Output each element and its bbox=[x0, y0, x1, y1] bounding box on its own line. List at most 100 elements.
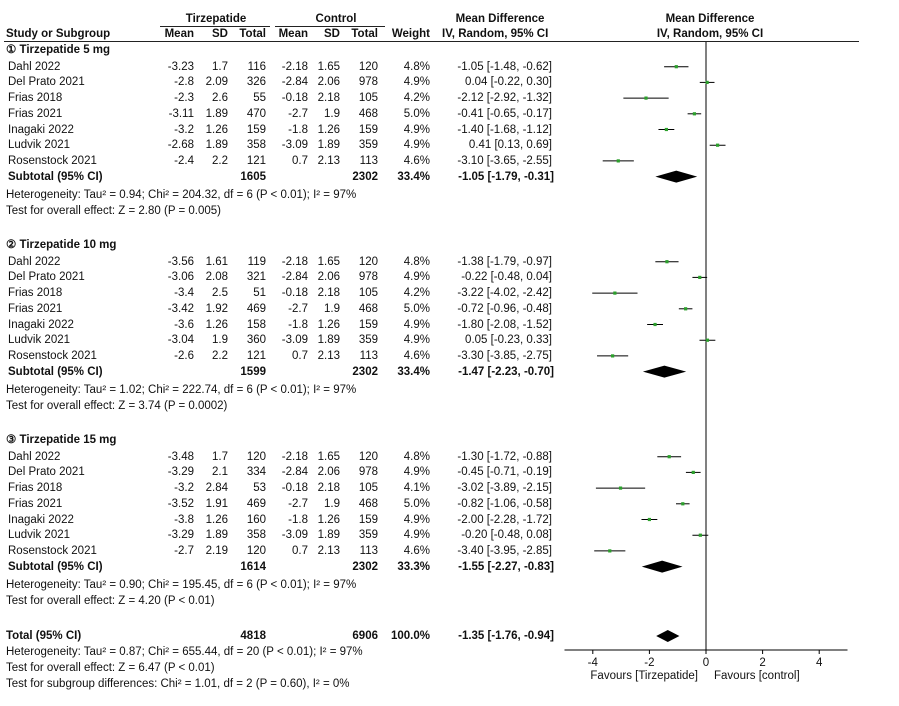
study-point bbox=[705, 80, 709, 84]
subtotal-ci: -1.55 [-2.27, -0.83] bbox=[458, 560, 554, 573]
sd1-cell: 2.19 bbox=[205, 544, 228, 557]
ci-cell: -1.40 [-1.68, -1.12] bbox=[457, 123, 552, 136]
ci-cell: -1.05 [-1.48, -0.62] bbox=[457, 60, 552, 73]
total2-cell: 120 bbox=[358, 450, 378, 463]
study-name: Dahl 2022 bbox=[8, 255, 61, 268]
sd2-cell: 1.9 bbox=[324, 107, 340, 120]
study-name: Rosenstock 2021 bbox=[8, 544, 97, 557]
x-tick-label: 4 bbox=[816, 657, 823, 669]
mean2-cell: -3.09 bbox=[281, 529, 308, 542]
sd2-cell: 1.89 bbox=[317, 529, 340, 542]
total2-cell: 105 bbox=[358, 482, 378, 495]
ci-cell: -3.22 [-4.02, -2.42] bbox=[457, 287, 552, 300]
mean2-cell: -2.7 bbox=[288, 107, 308, 120]
ci-cell: -1.38 [-1.79, -0.97] bbox=[457, 255, 552, 268]
sd1-cell: 2.84 bbox=[205, 482, 228, 495]
x-tick-label: -2 bbox=[644, 657, 654, 669]
weight-cell: 4.2% bbox=[403, 287, 430, 300]
total2-cell: 978 bbox=[358, 466, 378, 479]
total2-cell: 978 bbox=[358, 76, 378, 89]
col-sd2: SD bbox=[324, 28, 340, 40]
heterogeneity-text: Heterogeneity: Tau² = 0.90; Chi² = 195.4… bbox=[6, 578, 357, 591]
study-name: Ludvik 2021 bbox=[8, 529, 71, 542]
mean2-cell: -2.18 bbox=[281, 450, 308, 463]
total2-cell: 113 bbox=[359, 544, 378, 557]
total2-cell: 978 bbox=[358, 271, 378, 284]
subtotal-diamond bbox=[642, 365, 687, 378]
sd1-cell: 1.89 bbox=[205, 529, 228, 542]
sd1-cell: 1.26 bbox=[205, 123, 228, 136]
total2-cell: 359 bbox=[358, 334, 378, 347]
study-point bbox=[613, 291, 617, 295]
mean1-cell: -2.4 bbox=[174, 154, 194, 167]
total2-cell: 159 bbox=[358, 318, 378, 331]
subtotal-label: Subtotal (95% CI) bbox=[8, 170, 103, 183]
weight-cell: 4.1% bbox=[403, 482, 430, 495]
total2-cell: 105 bbox=[358, 92, 378, 105]
total-diamond bbox=[656, 630, 680, 642]
weight-cell: 4.8% bbox=[403, 255, 430, 268]
mean1-cell: -3.23 bbox=[167, 60, 194, 73]
study-name: Dahl 2022 bbox=[8, 450, 61, 463]
sd1-cell: 1.91 bbox=[205, 497, 228, 510]
mean2-cell: -2.84 bbox=[281, 76, 308, 89]
mean1-cell: -2.6 bbox=[174, 349, 194, 362]
study-name: Frias 2018 bbox=[8, 287, 63, 300]
ci-cell: -3.40 [-3.95, -2.85] bbox=[457, 544, 552, 557]
total1-cell: 321 bbox=[246, 271, 266, 284]
mean2-cell: -2.84 bbox=[281, 466, 308, 479]
study-point bbox=[698, 275, 702, 279]
total1-cell: 326 bbox=[246, 76, 266, 89]
sd2-cell: 1.9 bbox=[324, 497, 340, 510]
weight-cell: 4.9% bbox=[403, 139, 430, 152]
total-n2: 6906 bbox=[352, 630, 378, 642]
header-rule bbox=[4, 41, 859, 42]
subtotal-n1: 1614 bbox=[240, 560, 266, 573]
sd1-cell: 2.1 bbox=[212, 466, 228, 479]
subtotal-diamond bbox=[655, 170, 698, 183]
mean1-cell: -3.2 bbox=[174, 482, 194, 495]
study-name: Del Prato 2021 bbox=[8, 466, 85, 479]
heterogeneity-text: Heterogeneity: Tau² = 1.02; Chi² = 222.7… bbox=[6, 383, 357, 396]
total-heterogeneity: Heterogeneity: Tau² = 0.87; Chi² = 655.4… bbox=[6, 646, 363, 658]
ci-cell: -0.22 [-0.48, 0.04] bbox=[461, 271, 552, 284]
weight-cell: 4.8% bbox=[403, 60, 430, 73]
total2-cell: 120 bbox=[358, 255, 378, 268]
sd1-cell: 2.5 bbox=[212, 287, 228, 300]
total2-cell: 120 bbox=[358, 60, 378, 73]
sd2-cell: 1.65 bbox=[317, 255, 340, 268]
study-name: Del Prato 2021 bbox=[8, 271, 85, 284]
mean1-cell: -3.56 bbox=[167, 255, 194, 268]
ci-cell: 0.05 [-0.23, 0.33] bbox=[465, 334, 552, 347]
favours-left-label: Favours [Tirzepatide] bbox=[590, 670, 698, 682]
col-sd1: SD bbox=[212, 28, 228, 40]
study-name: Rosenstock 2021 bbox=[8, 349, 97, 362]
mean1-cell: -3.06 bbox=[167, 271, 194, 284]
mean2-cell: -0.18 bbox=[281, 482, 308, 495]
study-name: Ludvik 2021 bbox=[8, 334, 71, 347]
study-point bbox=[618, 486, 623, 490]
col-total1: Total bbox=[239, 28, 266, 40]
weight-cell: 4.9% bbox=[403, 271, 430, 284]
total1-cell: 469 bbox=[246, 497, 266, 510]
sd1-cell: 2.08 bbox=[205, 271, 228, 284]
sd2-cell: 2.13 bbox=[317, 349, 340, 362]
total-weight: 100.0% bbox=[390, 630, 430, 642]
col-ci: IV, Random, 95% CI bbox=[442, 28, 549, 40]
subtotal-n1: 1599 bbox=[240, 365, 266, 378]
weight-cell: 4.6% bbox=[403, 154, 430, 167]
mean2-cell: -3.09 bbox=[281, 139, 308, 152]
study-name: Inagaki 2022 bbox=[8, 513, 74, 526]
total1-cell: 119 bbox=[247, 255, 266, 268]
ci-cell: 0.04 [-0.22, 0.30] bbox=[465, 76, 552, 89]
weight-cell: 5.0% bbox=[403, 107, 430, 120]
mean2-cell: -2.7 bbox=[288, 302, 308, 315]
ci-cell: -1.80 [-2.08, -1.52] bbox=[457, 318, 552, 331]
sd2-cell: 2.18 bbox=[317, 287, 340, 300]
group1-underline bbox=[160, 26, 270, 27]
weight-cell: 4.9% bbox=[403, 318, 430, 331]
sd1-cell: 1.9 bbox=[212, 334, 228, 347]
mean2-cell: -2.7 bbox=[288, 497, 308, 510]
total1-cell: 360 bbox=[246, 334, 266, 347]
weight-cell: 4.9% bbox=[403, 123, 430, 136]
